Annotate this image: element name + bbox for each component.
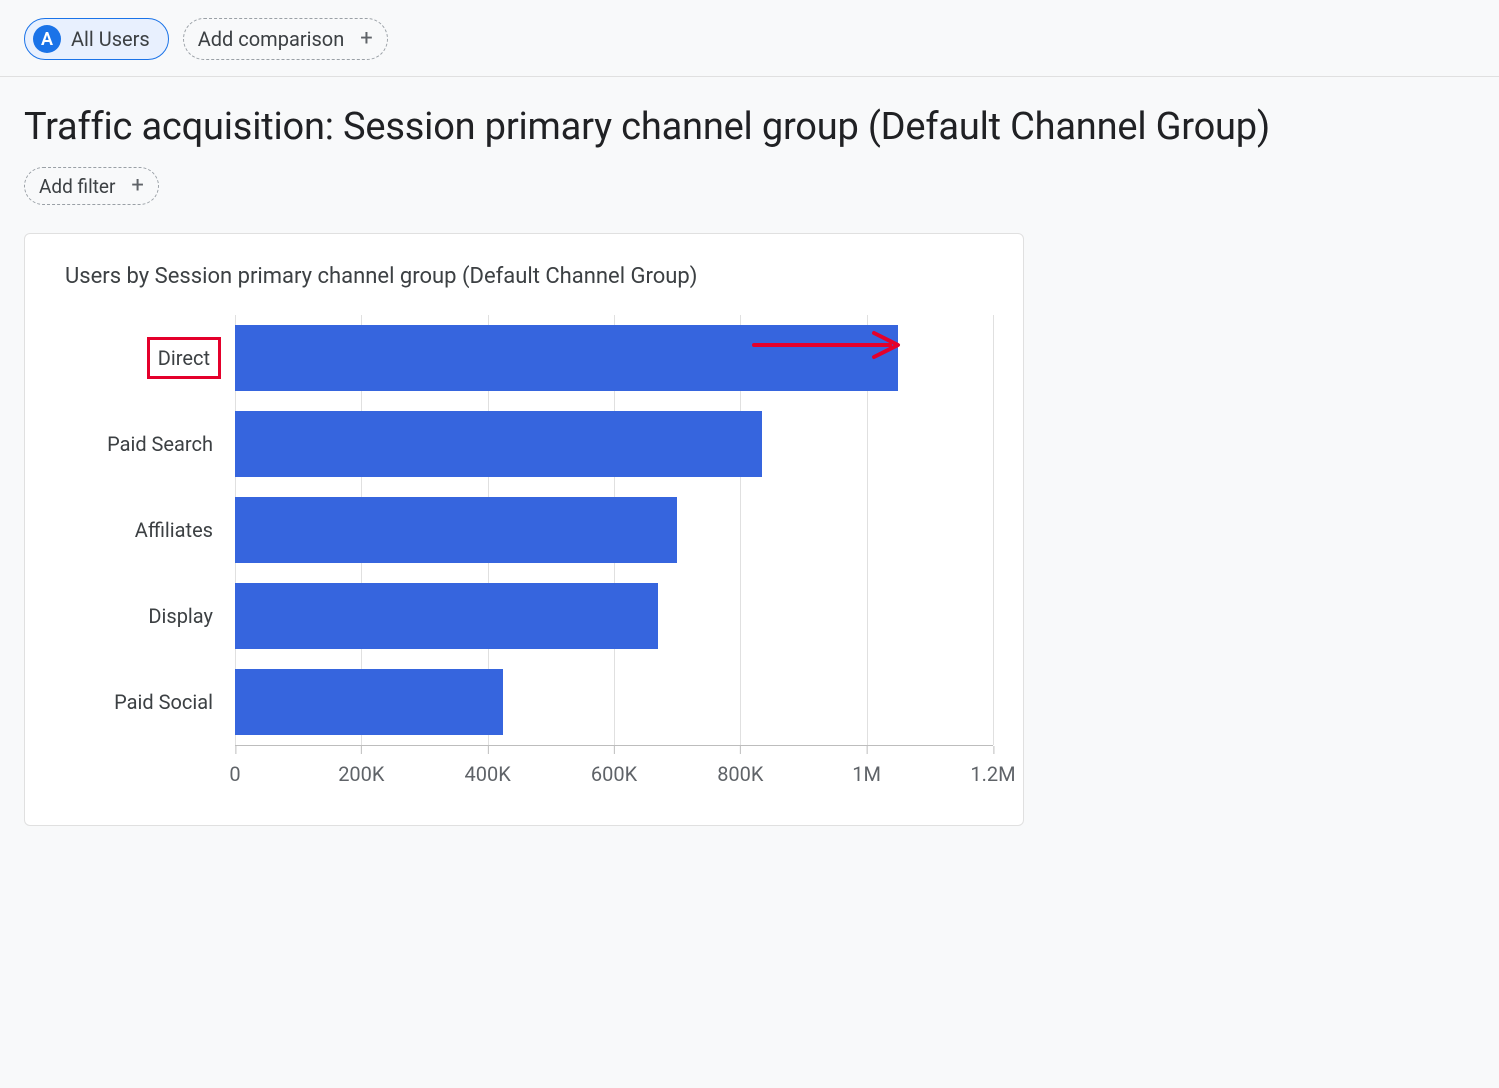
chart-card: Users by Session primary channel group (…: [24, 233, 1024, 826]
x-tick-label: 1.2M: [970, 746, 1015, 786]
bar-row: [235, 401, 993, 487]
title-area: Traffic acquisition: Session primary cha…: [0, 77, 1499, 209]
segment-badge: A: [33, 25, 61, 53]
all-users-label: All Users: [71, 27, 150, 51]
y-axis-labels: Direct Paid Search Affiliates Display Paid S…: [55, 315, 235, 745]
card-wrap: Users by Session primary channel group (…: [0, 209, 1499, 826]
bar-chart: Direct Paid Search Affiliates Display Paid S…: [55, 315, 993, 745]
chart-title: Users by Session primary channel group (…: [65, 264, 993, 289]
bar[interactable]: [235, 583, 658, 649]
bars-container: [235, 315, 993, 745]
y-axis-label: Affiliates: [55, 487, 235, 573]
page-root: A All Users Add comparison + Traffic acq…: [0, 0, 1499, 826]
category-label: Paid Social: [106, 684, 221, 720]
category-label: Direct: [147, 337, 221, 379]
category-label: Display: [140, 598, 221, 634]
y-axis-label: Direct: [55, 315, 235, 401]
y-axis-label: Display: [55, 573, 235, 659]
y-axis-label: Paid Search: [55, 401, 235, 487]
x-tick-label: 400K: [465, 746, 511, 786]
bar-row: [235, 659, 993, 745]
plus-icon: +: [131, 175, 143, 197]
x-axis-spacer: [55, 745, 235, 799]
x-axis-ticks: 0200K400K600K800K1M1.2M: [235, 745, 993, 799]
plus-icon: +: [360, 28, 372, 50]
bar[interactable]: [235, 325, 898, 391]
filter-row: Add filter +: [24, 167, 1475, 205]
add-comparison-label: Add comparison: [198, 27, 345, 51]
add-filter-button[interactable]: Add filter +: [24, 167, 159, 205]
chart-plot-area: [235, 315, 993, 745]
x-tick-label: 600K: [591, 746, 637, 786]
y-axis-label: Paid Social: [55, 659, 235, 745]
category-label: Affiliates: [127, 512, 221, 548]
x-tick-label: 1M: [852, 746, 881, 786]
bar[interactable]: [235, 497, 677, 563]
all-users-pill[interactable]: A All Users: [24, 18, 169, 60]
add-comparison-button[interactable]: Add comparison +: [183, 18, 388, 60]
bar[interactable]: [235, 669, 503, 735]
bar[interactable]: [235, 411, 762, 477]
x-tick-label: 200K: [338, 746, 384, 786]
bar-row: [235, 315, 993, 401]
bar-row: [235, 487, 993, 573]
bar-row: [235, 573, 993, 659]
x-axis: 0200K400K600K800K1M1.2M: [55, 745, 993, 799]
page-title: Traffic acquisition: Session primary cha…: [24, 105, 1475, 149]
category-label: Paid Search: [99, 426, 221, 462]
x-tick-label: 0: [229, 746, 240, 786]
x-tick-label: 800K: [717, 746, 763, 786]
comparison-pill-row: A All Users Add comparison +: [0, 0, 1499, 77]
gridline: [993, 315, 994, 745]
add-filter-label: Add filter: [39, 175, 115, 198]
